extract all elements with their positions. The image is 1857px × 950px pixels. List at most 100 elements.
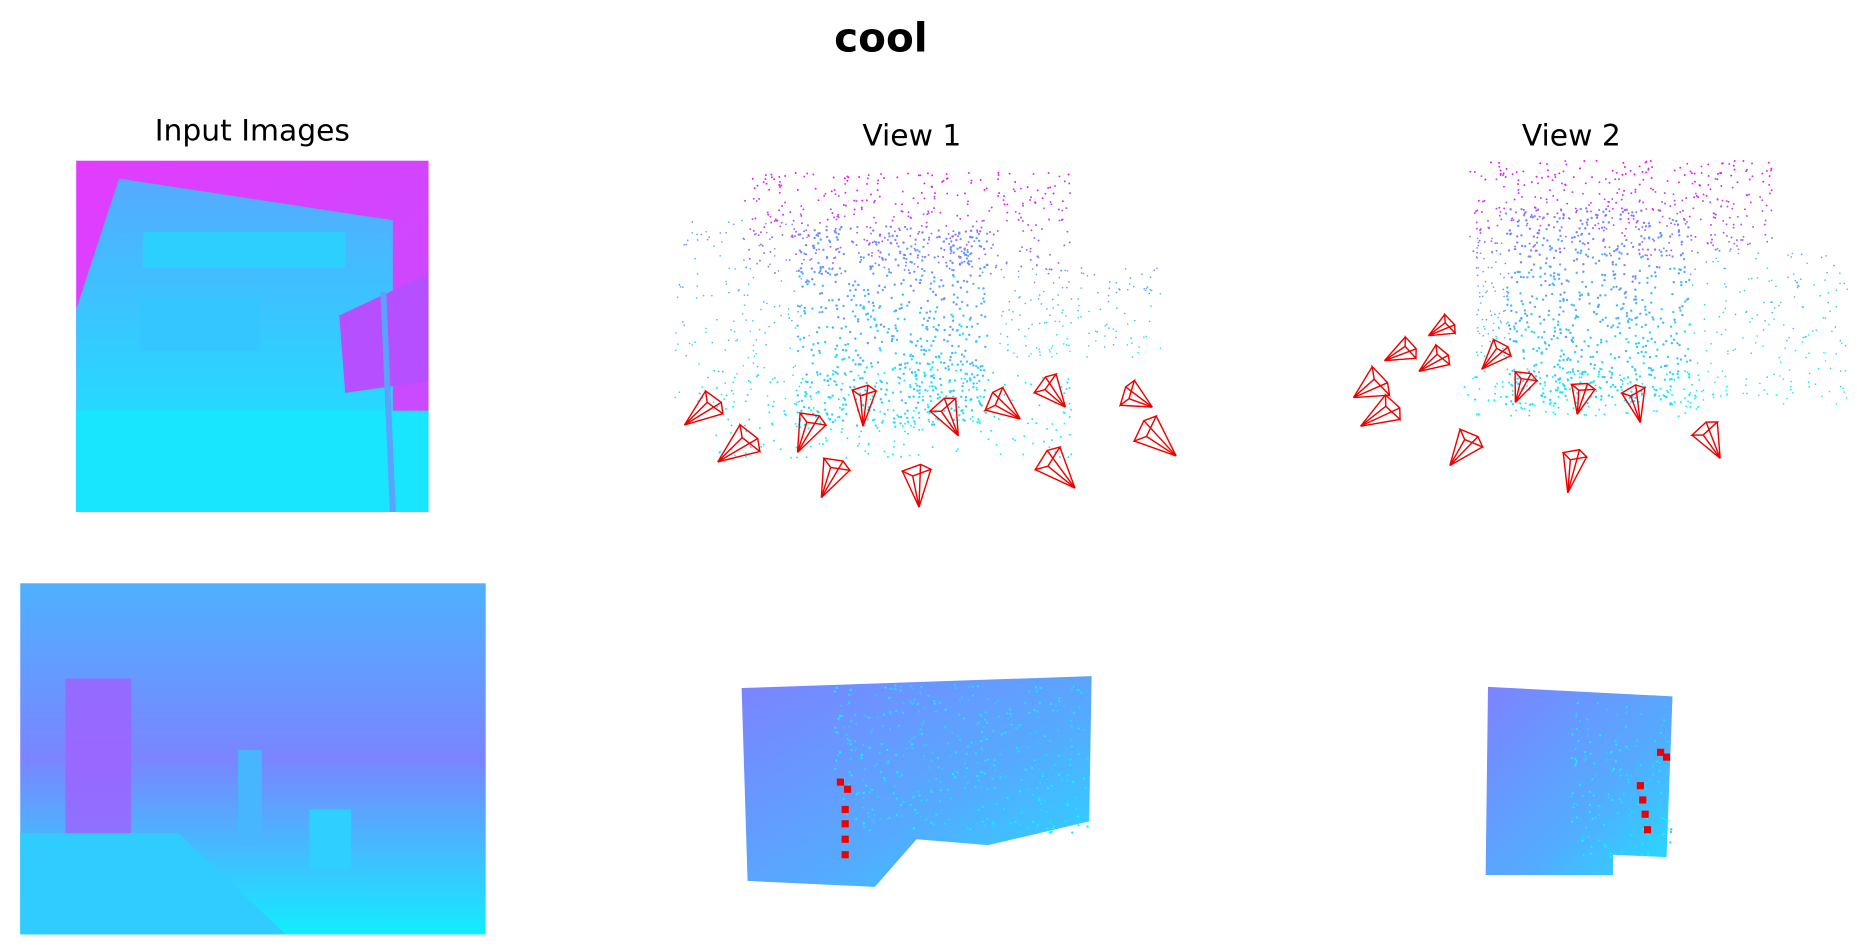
point bbox=[844, 325, 848, 328]
point bbox=[967, 241, 970, 243]
point bbox=[837, 298, 841, 301]
point bbox=[1588, 810, 1591, 814]
point bbox=[1584, 227, 1587, 230]
point bbox=[1558, 299, 1562, 303]
point bbox=[901, 293, 904, 296]
point bbox=[1635, 739, 1638, 742]
point bbox=[1538, 315, 1541, 318]
point bbox=[1673, 223, 1676, 226]
frustum-edge bbox=[851, 389, 864, 427]
point bbox=[744, 455, 747, 458]
point bbox=[1687, 373, 1691, 376]
point bbox=[894, 202, 897, 205]
point bbox=[1659, 365, 1663, 369]
point bbox=[874, 262, 877, 265]
point bbox=[1681, 199, 1684, 202]
point bbox=[1595, 159, 1598, 162]
point bbox=[1693, 196, 1696, 199]
point bbox=[889, 225, 892, 228]
point bbox=[1604, 246, 1606, 248]
point bbox=[1583, 159, 1586, 162]
point bbox=[766, 395, 769, 397]
point bbox=[794, 172, 797, 174]
point bbox=[994, 702, 997, 705]
point bbox=[780, 280, 783, 282]
point bbox=[790, 456, 793, 459]
point bbox=[1046, 308, 1048, 310]
point bbox=[1556, 336, 1559, 340]
point bbox=[982, 395, 986, 399]
point bbox=[1625, 745, 1628, 748]
point bbox=[850, 773, 853, 777]
point-cloud bbox=[1570, 701, 1673, 858]
point bbox=[1597, 373, 1600, 375]
frustum-base bbox=[1384, 393, 1401, 422]
point bbox=[1679, 358, 1683, 361]
point bbox=[1742, 392, 1745, 395]
point bbox=[969, 379, 972, 382]
point bbox=[1626, 747, 1629, 751]
point bbox=[711, 341, 714, 344]
point bbox=[1018, 297, 1020, 299]
point bbox=[1035, 690, 1038, 694]
point bbox=[1567, 357, 1570, 360]
point bbox=[1600, 341, 1603, 344]
point bbox=[1588, 790, 1592, 794]
point bbox=[1584, 826, 1588, 829]
point bbox=[802, 336, 806, 340]
point bbox=[1532, 370, 1536, 373]
point bbox=[929, 788, 933, 792]
point bbox=[1628, 326, 1631, 330]
point bbox=[1005, 262, 1008, 265]
point bbox=[1611, 169, 1614, 172]
point bbox=[1082, 728, 1086, 732]
point bbox=[836, 753, 840, 757]
point bbox=[1543, 381, 1546, 384]
point bbox=[1060, 385, 1063, 388]
point bbox=[1478, 291, 1481, 294]
point bbox=[898, 382, 901, 385]
point bbox=[976, 761, 979, 764]
point bbox=[841, 382, 844, 385]
point bbox=[868, 716, 871, 720]
point bbox=[802, 405, 806, 409]
point bbox=[1652, 208, 1655, 211]
point bbox=[838, 267, 842, 270]
point bbox=[1061, 200, 1064, 203]
point bbox=[1483, 257, 1485, 260]
point bbox=[968, 235, 972, 239]
point bbox=[1543, 341, 1547, 344]
point bbox=[911, 370, 913, 373]
point bbox=[1596, 343, 1599, 347]
point bbox=[788, 259, 791, 261]
point bbox=[902, 754, 905, 757]
point bbox=[1586, 223, 1589, 226]
point bbox=[807, 406, 811, 410]
point bbox=[923, 353, 926, 356]
point bbox=[1556, 363, 1560, 366]
point-cloud bbox=[674, 219, 811, 405]
point bbox=[1705, 261, 1708, 263]
point bbox=[1675, 332, 1678, 335]
point bbox=[1679, 166, 1682, 169]
frustum-base bbox=[1404, 335, 1417, 361]
point bbox=[1744, 208, 1746, 211]
point bbox=[1596, 305, 1600, 309]
point bbox=[911, 747, 914, 750]
point bbox=[1843, 391, 1845, 393]
point bbox=[1033, 281, 1036, 284]
point bbox=[1541, 298, 1545, 301]
point bbox=[1523, 244, 1527, 248]
point bbox=[1721, 199, 1724, 202]
point bbox=[1654, 393, 1657, 396]
point bbox=[996, 254, 999, 257]
point bbox=[963, 775, 967, 778]
point bbox=[1649, 367, 1653, 370]
point bbox=[916, 202, 919, 205]
point bbox=[1058, 456, 1061, 458]
point bbox=[1647, 222, 1651, 225]
point bbox=[871, 251, 874, 254]
point bbox=[804, 394, 807, 398]
point bbox=[904, 366, 907, 369]
frustum-edge bbox=[1427, 313, 1446, 337]
